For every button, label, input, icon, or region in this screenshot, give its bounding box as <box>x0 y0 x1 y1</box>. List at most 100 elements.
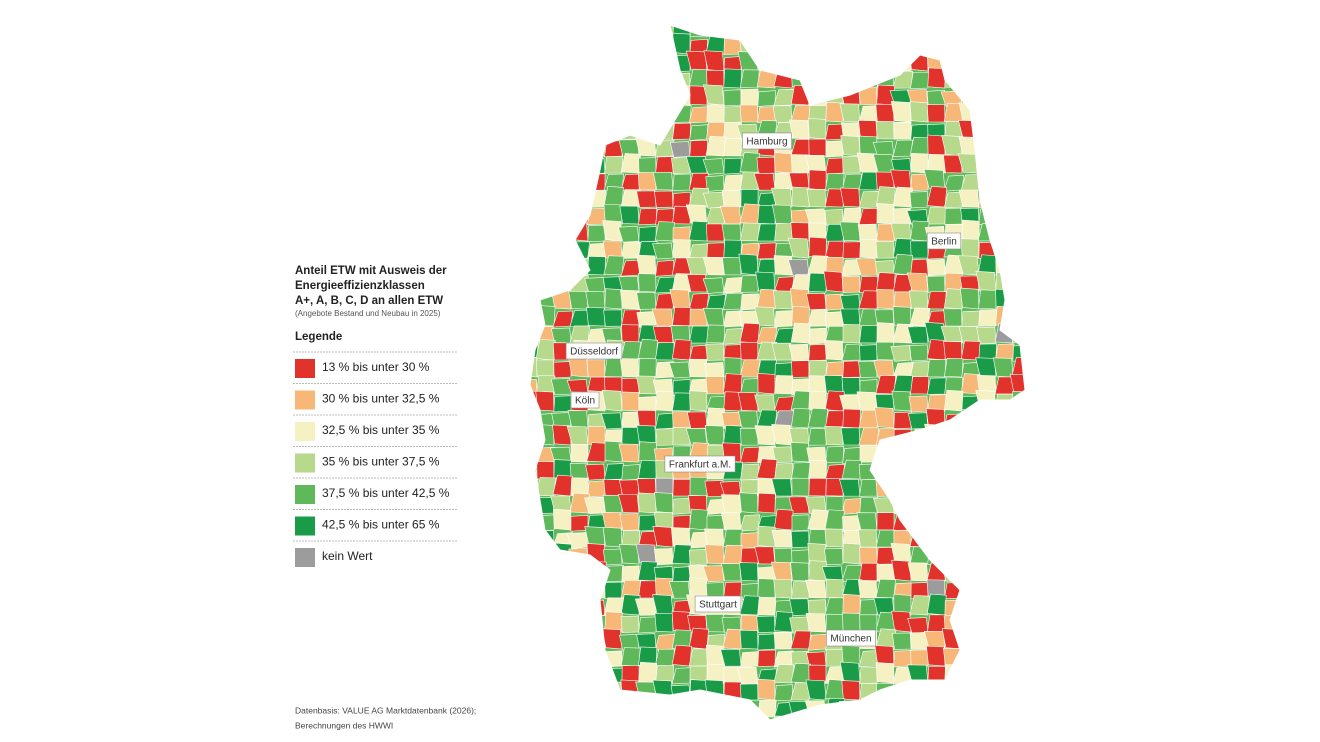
region <box>876 223 896 242</box>
region <box>790 222 810 242</box>
region <box>550 628 572 650</box>
region <box>927 481 946 498</box>
region <box>553 508 572 531</box>
region <box>530 390 539 412</box>
region <box>875 121 895 140</box>
region <box>530 716 539 720</box>
region <box>927 700 946 718</box>
region <box>638 226 657 243</box>
region <box>774 242 794 260</box>
region <box>859 325 879 344</box>
region <box>926 25 948 38</box>
region <box>552 474 574 497</box>
region <box>739 683 759 701</box>
region <box>960 651 981 668</box>
region <box>570 443 589 463</box>
region <box>621 391 640 412</box>
region <box>652 679 674 701</box>
region <box>790 85 811 106</box>
region <box>858 463 878 481</box>
legend-label: 30 % bis unter 32,5 % <box>322 392 440 406</box>
region <box>566 668 589 685</box>
region <box>791 530 810 548</box>
region <box>927 67 946 89</box>
region <box>584 526 606 548</box>
region <box>978 309 997 327</box>
region <box>977 717 999 720</box>
region <box>958 565 980 583</box>
region <box>602 681 623 701</box>
region <box>842 241 861 259</box>
region <box>1012 54 1025 72</box>
region <box>530 106 538 124</box>
region <box>808 118 827 140</box>
region <box>570 683 590 701</box>
region <box>992 462 1014 480</box>
legend-label: 35 % bis unter 37,5 % <box>322 455 440 469</box>
region <box>790 274 812 293</box>
region <box>569 89 590 107</box>
region <box>552 716 573 720</box>
region <box>995 306 1014 327</box>
region <box>978 696 998 718</box>
region <box>567 597 589 616</box>
region <box>685 257 708 276</box>
region <box>719 206 742 225</box>
region <box>1009 123 1025 141</box>
region <box>977 25 998 38</box>
region <box>1012 646 1025 667</box>
region <box>530 668 538 685</box>
region <box>993 89 1014 107</box>
region <box>530 526 538 548</box>
region <box>961 457 980 480</box>
region <box>530 51 538 72</box>
region <box>926 645 946 667</box>
region <box>756 156 776 174</box>
city-label: Hamburg <box>746 137 787 148</box>
region <box>790 25 811 38</box>
region <box>1011 477 1025 497</box>
region <box>755 719 776 720</box>
region <box>842 156 861 174</box>
region <box>601 106 623 124</box>
region <box>926 682 946 701</box>
region <box>927 394 947 412</box>
region <box>534 272 555 293</box>
title-line: Energieeffizienzklassen <box>295 280 425 292</box>
region <box>705 376 725 395</box>
region <box>907 326 929 344</box>
city-box <box>694 595 742 613</box>
region <box>618 717 640 720</box>
region <box>637 172 657 191</box>
region <box>943 154 963 174</box>
region <box>1012 701 1025 719</box>
region <box>535 207 555 225</box>
region <box>586 72 606 90</box>
region <box>602 220 623 242</box>
region <box>536 54 555 72</box>
region <box>568 290 589 310</box>
city-label: Stuttgart <box>699 600 737 611</box>
region <box>823 270 844 293</box>
legend-swatch <box>295 390 315 410</box>
legend-label: 37,5 % bis unter 42,5 % <box>322 486 450 500</box>
region <box>638 357 657 378</box>
region <box>535 258 556 276</box>
region <box>994 493 1015 514</box>
region <box>774 54 793 72</box>
region <box>739 222 760 242</box>
region <box>655 71 674 89</box>
region <box>719 719 742 720</box>
region <box>941 441 963 463</box>
region <box>943 39 963 56</box>
region <box>906 509 929 531</box>
region <box>791 462 811 480</box>
region <box>654 293 675 311</box>
region <box>1009 373 1025 395</box>
region <box>705 715 725 720</box>
region <box>926 275 946 293</box>
region <box>532 186 555 208</box>
region <box>552 259 572 277</box>
region <box>585 664 606 684</box>
region <box>994 593 1016 616</box>
